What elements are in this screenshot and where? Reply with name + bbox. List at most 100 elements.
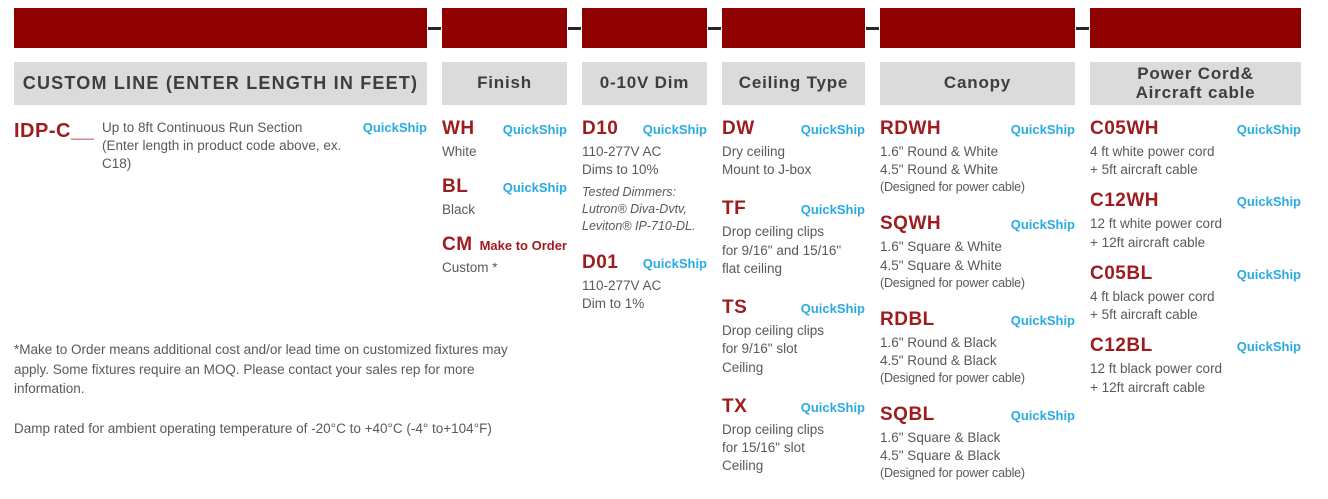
option-line: 4.5" Round & White [880, 162, 999, 178]
connector [707, 8, 722, 48]
option-list: RDWH QuickShip 1.6" Round & White 4.5" R… [880, 105, 1075, 499]
option-list: WH QuickShip White BL QuickShip Black [442, 105, 567, 293]
option-line: Leviton® IP-710-DL. [582, 219, 696, 234]
connector [427, 8, 442, 48]
option-description: 1.6" Square & Black 4.5" Square & Black … [880, 429, 1075, 482]
option-list: D10 QuickShip 110-277V AC Dims to 10% Te… [582, 105, 707, 331]
quickship-badge: QuickShip [1236, 122, 1301, 137]
quickship-badge: QuickShip [800, 399, 865, 415]
option-item-dw: DW QuickShip Dry ceiling Mount to J-box [722, 118, 865, 179]
option-line: (Designed for power cable) [880, 275, 1025, 290]
column-canopy: Canopy RDWH QuickShip 1.6" Round & White… [880, 8, 1075, 499]
option-description: 110-277V AC Dims to 10% [582, 143, 707, 179]
quickship-badge: QuickShip [1010, 312, 1075, 328]
option-item-tf: TF QuickShip Drop ceiling clips for 9/16… [722, 198, 865, 278]
option-line: for 9/16" slot [722, 341, 798, 357]
option-code: TF [722, 198, 747, 220]
option-code-row: TF QuickShip [722, 198, 865, 220]
option-description: 1.6" Round & White 4.5" Round & White (D… [880, 143, 1075, 196]
option-line: 4 ft white power cord [1090, 144, 1215, 159]
option-code: TX [722, 395, 748, 417]
option-line: 1.6" Square & Black [880, 429, 1001, 445]
option-line: (Designed for power cable) [880, 466, 1025, 481]
column-custom-line: CUSTOM LINE (ENTER LENGTH IN FEET) IDP-C… [14, 8, 427, 191]
dash-icon [866, 27, 879, 30]
column-header-label: Power Cord& Aircraft cable [1135, 63, 1256, 102]
option-code: C12BL [1090, 335, 1153, 357]
quickship-badge: QuickShip [800, 202, 865, 218]
option-item-c05wh: C05WH QuickShip 4 ft white power cord + … [1090, 118, 1301, 179]
option-line: for 9/16" and 15/16" [722, 242, 842, 258]
column-header-label: Ceiling Type [738, 73, 849, 93]
connector [865, 8, 880, 48]
option-code-row: SQWH QuickShip [880, 213, 1075, 235]
option-description: Drop ceiling clips for 9/16" and 15/16" … [722, 223, 865, 278]
option-line: (Designed for power cable) [880, 371, 1025, 386]
dash-icon [568, 27, 581, 30]
option-line: Tested Dimmers: [582, 185, 677, 200]
option-description: 12 ft black power cord + 12ft aircraft c… [1090, 360, 1301, 396]
column-header-label: 0-10V Dim [599, 73, 690, 93]
column-header-dim: 0-10V Dim [582, 62, 707, 105]
column-header-finish: Finish [442, 62, 567, 105]
option-description: Dry ceiling Mount to J-box [722, 143, 865, 179]
dash-icon [428, 27, 441, 30]
option-list: DW QuickShip Dry ceiling Mount to J-box … [722, 105, 865, 494]
option-code: BL [442, 176, 469, 198]
option-line: 4.5" Square & Black [880, 448, 1001, 464]
option-code-row: WH QuickShip [442, 118, 567, 140]
option-line: 1.6" Round & White [880, 144, 999, 159]
column-power-cord: Power Cord& Aircraft cable C05WH QuickSh… [1090, 8, 1301, 408]
option-line: 12 ft black power cord [1090, 361, 1223, 377]
quickship-badge: QuickShip [362, 120, 427, 135]
option-line: Drop ceiling clips [722, 224, 825, 240]
option-list: C05WH QuickShip 4 ft white power cord + … [1090, 105, 1301, 408]
option-code: SQBL [880, 403, 935, 425]
quickship-badge: QuickShip [1236, 339, 1301, 355]
option-code-row: TS QuickShip [722, 297, 865, 319]
column-color-bar [1090, 8, 1301, 48]
option-line: Dry ceiling [722, 144, 786, 159]
option-line: 110-277V AC [582, 144, 662, 159]
column-ceiling-type: Ceiling Type DW QuickShip Dry ceiling Mo… [722, 8, 865, 494]
quickship-badge: QuickShip [502, 122, 567, 137]
option-code: C12WH [1090, 190, 1160, 212]
column-header-label: Finish [477, 73, 532, 93]
option-code-row: BL QuickShip [442, 176, 567, 198]
quickship-badge: QuickShip [800, 301, 865, 317]
column-header-label: CUSTOM LINE (ENTER LENGTH IN FEET) [22, 72, 419, 93]
option-description: 1.6" Square & White 4.5" Square & White … [880, 238, 1075, 291]
option-item-d01: D01 QuickShip 110-277V AC Dim to 1% [582, 252, 707, 313]
option-line: Dim to 1% [582, 296, 645, 312]
option-code: RDWH [880, 118, 942, 139]
option-code: RDBL [880, 308, 935, 330]
option-line: Ceiling [722, 458, 764, 474]
option-item-sqwh: SQWH QuickShip 1.6" Square & White 4.5" … [880, 213, 1075, 291]
option-description: 4 ft black power cord + 5ft aircraft cab… [1090, 288, 1301, 324]
option-code: SQWH [880, 213, 942, 235]
option-line: flat ceiling [722, 260, 783, 276]
option-description: 12 ft white power cord + 12ft aircraft c… [1090, 215, 1301, 251]
quickship-badge: QuickShip [1236, 194, 1301, 210]
column-color-bar [14, 8, 427, 48]
option-description: Black [442, 201, 567, 219]
quickship-badge: QuickShip [1010, 407, 1075, 423]
option-description: Custom * [442, 259, 567, 277]
dash-icon [1076, 27, 1089, 30]
option-line: Drop ceiling clips [722, 421, 825, 437]
column-header-custom-line: CUSTOM LINE (ENTER LENGTH IN FEET) [14, 62, 427, 105]
option-line: + 5ft aircraft cable [1090, 307, 1198, 323]
option-item-d10: D10 QuickShip 110-277V AC Dims to 10% Te… [582, 118, 707, 235]
column-color-bar [582, 8, 707, 48]
option-description: White [442, 143, 567, 161]
footnotes: *Make to Order means additional cost and… [14, 340, 614, 438]
option-description: 110-277V AC Dim to 1% [582, 277, 707, 313]
option-description: 1.6" Round & Black 4.5" Round & Black (D… [880, 334, 1075, 387]
option-code-row: RDWH QuickShip [880, 118, 1075, 140]
quickship-badge: QuickShip [1010, 217, 1075, 233]
option-code-row: D10 QuickShip [582, 118, 707, 140]
option-line: 4 ft black power cord [1090, 288, 1215, 304]
option-line: for 15/16" slot [722, 439, 805, 455]
